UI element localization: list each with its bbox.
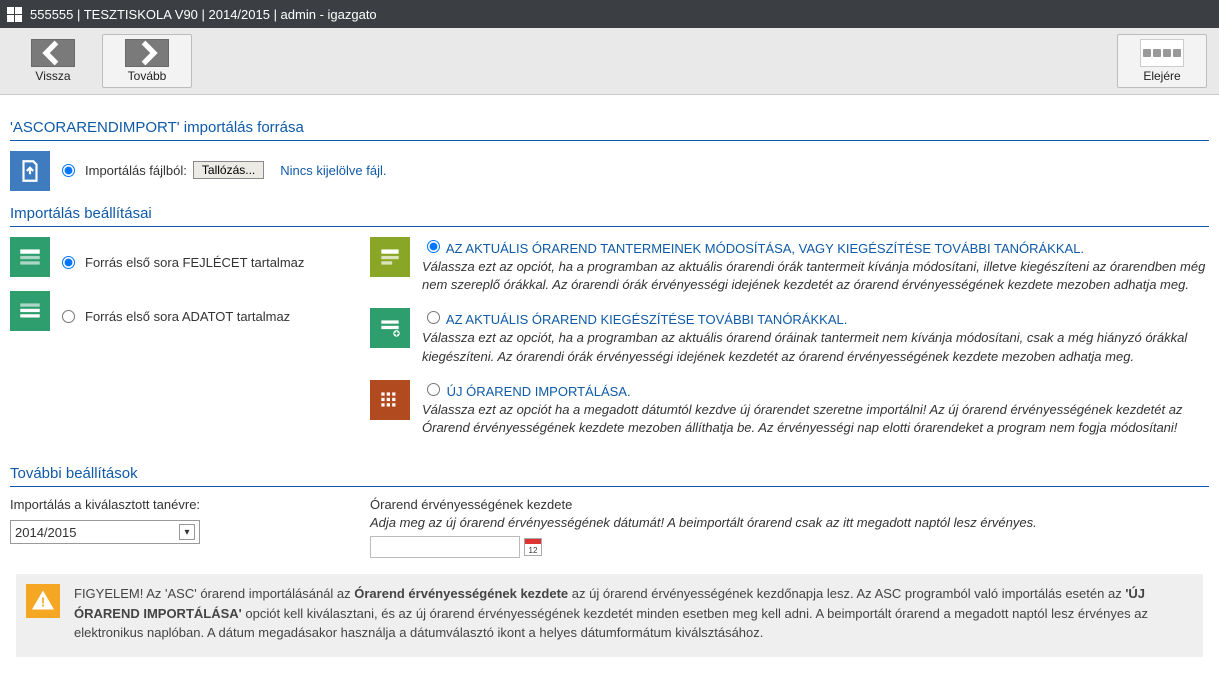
extend-classes-title: AZ AKTUÁLIS ÓRAREND KIEGÉSZÍTÉSE TOVÁBBI… xyxy=(446,312,847,327)
arrow-left-icon xyxy=(31,39,75,67)
header-row-radio[interactable] xyxy=(62,256,75,269)
file-import-icon xyxy=(10,151,50,191)
modify-rooms-icon xyxy=(370,237,410,277)
year-label: Importálás a kiválasztott tanévre: xyxy=(10,497,350,512)
new-timetable-icon xyxy=(370,380,410,420)
back-button[interactable]: Vissza xyxy=(8,34,98,88)
warning-icon xyxy=(26,584,60,618)
section-source-title: 'ASCORARENDIMPORT' importálás forrása xyxy=(10,119,1209,141)
warning-box: FIGYELEM! Az 'ASC' órarend importálásáná… xyxy=(16,574,1203,657)
next-label: Tovább xyxy=(103,69,191,83)
extend-classes-desc: Válassza ezt az opciót, ha a programban … xyxy=(422,329,1209,365)
new-timetable-title: ÚJ ÓRAREND IMPORTÁLÁSA. xyxy=(447,384,631,399)
data-row-icon xyxy=(10,291,50,331)
window-titlebar: 555555 | TESZTISKOLA V90 | 2014/2015 | a… xyxy=(0,0,1219,28)
calendar-icon[interactable] xyxy=(524,538,542,556)
arrow-right-icon xyxy=(125,39,169,67)
data-row-radio[interactable] xyxy=(62,310,75,323)
year-select[interactable]: 2014/2015 ▾ xyxy=(10,520,200,544)
browse-button[interactable]: Tallózás... xyxy=(193,161,264,179)
date-label: Órarend érvényességének kezdete xyxy=(370,497,1209,512)
warning-text: FIGYELEM! Az 'ASC' órarend importálásáná… xyxy=(74,584,1191,643)
data-row-label: Forrás első sora ADATOT tartalmaz xyxy=(85,309,290,324)
top-button[interactable]: Elejére xyxy=(1117,34,1207,88)
chevron-down-icon: ▾ xyxy=(179,524,195,540)
section-more-title: További beállítások xyxy=(10,465,1209,487)
extend-classes-icon xyxy=(370,308,410,348)
app-icon xyxy=(6,6,22,22)
header-row-icon xyxy=(10,237,50,277)
new-timetable-desc: Válassza ezt az opciót ha a megadott dát… xyxy=(422,401,1209,437)
toolbar: Vissza Tovább Elejére xyxy=(0,28,1219,95)
import-from-file-label: Importálás fájlból: xyxy=(85,163,187,178)
grid-icon xyxy=(1140,39,1184,67)
top-label: Elejére xyxy=(1118,69,1206,83)
next-button[interactable]: Tovább xyxy=(102,34,192,88)
validity-date-input[interactable] xyxy=(370,536,520,558)
back-label: Vissza xyxy=(9,69,97,83)
section-settings-title: Importálás beállításai xyxy=(10,205,1209,227)
date-hint: Adja meg az új órarend érvényességének d… xyxy=(370,514,1209,532)
header-row-label: Forrás első sora FEJLÉCET tartalmaz xyxy=(85,255,304,270)
modify-rooms-radio[interactable] xyxy=(427,240,440,253)
year-value: 2014/2015 xyxy=(15,525,76,540)
no-file-label: Nincs kijelölve fájl. xyxy=(280,163,386,178)
window-title: 555555 | TESZTISKOLA V90 | 2014/2015 | a… xyxy=(30,7,377,22)
modify-rooms-desc: Válassza ezt az opciót, ha a programban … xyxy=(422,258,1209,294)
modify-rooms-title: AZ AKTUÁLIS ÓRAREND TANTERMEINEK MÓDOSÍT… xyxy=(446,241,1084,256)
new-timetable-radio[interactable] xyxy=(427,383,440,396)
import-from-file-radio[interactable] xyxy=(62,164,75,177)
extend-classes-radio[interactable] xyxy=(427,311,440,324)
